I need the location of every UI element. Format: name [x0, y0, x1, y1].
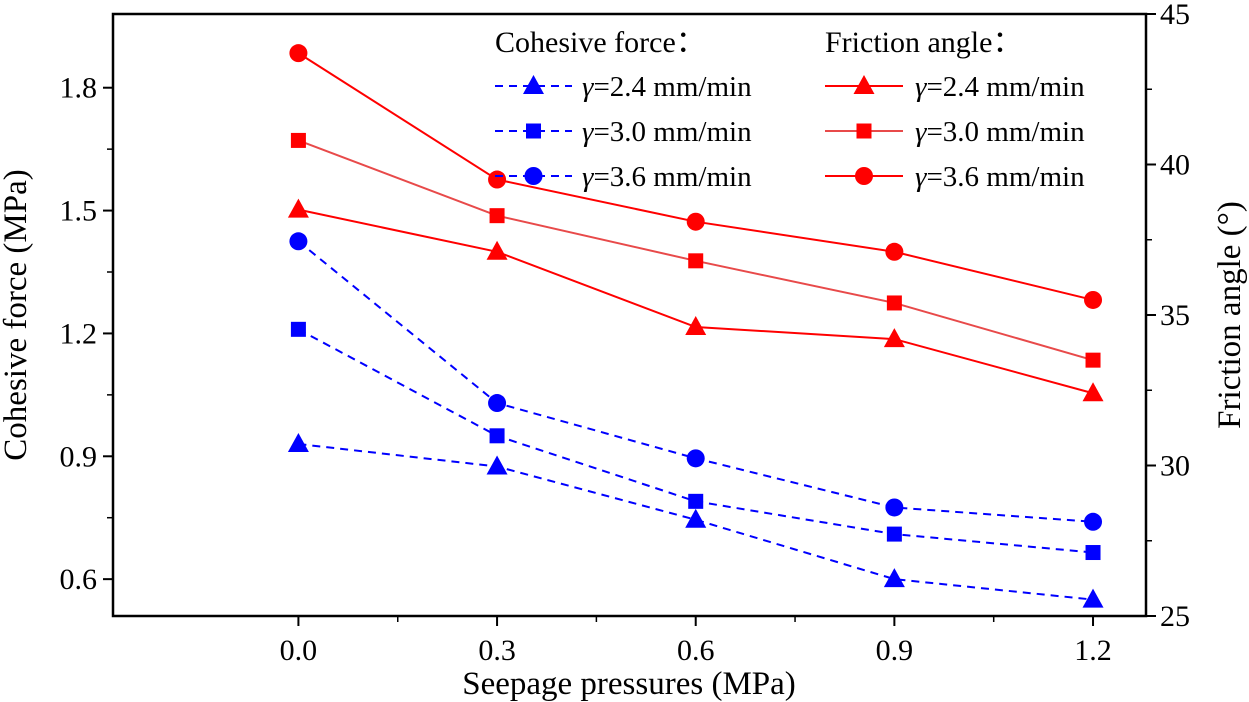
data-point-cohesive-triangle	[1082, 588, 1104, 608]
series-cohesive-square	[290, 321, 1101, 561]
legend-label-text: =3.0 mm/min	[593, 116, 752, 148]
y-right-tick-label: 25	[1160, 600, 1190, 633]
legend-entry-friction-triangle: γ=2.4 mm/min	[825, 71, 1085, 103]
series-cohesive-circle	[289, 232, 1103, 531]
y-left-tick-label: 0.6	[60, 563, 98, 596]
data-point-cohesive-triangle	[883, 568, 905, 588]
legend-entry-cohesive-circle: γ=3.6 mm/min	[495, 161, 752, 193]
data-point-cohesive-triangle	[685, 508, 707, 528]
x-tick-label: 0.9	[876, 634, 914, 667]
legend-gamma-symbol: γ	[582, 71, 595, 103]
y-left-tick-label: 0.9	[60, 440, 98, 473]
data-point-cohesive-square	[290, 321, 306, 337]
legend-gamma-symbol: γ	[915, 116, 928, 148]
legend-title-friction: Friction angle：	[825, 26, 1022, 59]
y-right-tick-label: 45	[1160, 0, 1190, 31]
y-right-tick-label: 40	[1160, 149, 1190, 182]
y-right-axis-title: Friction angle (°)	[1212, 201, 1248, 429]
legend-label: γ=3.6 mm/min	[915, 161, 1085, 193]
legend-marker	[855, 167, 873, 185]
data-point-cohesive-square	[1085, 545, 1101, 561]
y-right-tick-label: 35	[1160, 299, 1190, 332]
legend-gamma-symbol: γ	[582, 116, 595, 148]
data-point-cohesive-circle	[1084, 512, 1103, 531]
series-friction-circle	[289, 44, 1103, 309]
series-layer	[287, 44, 1104, 608]
data-point-cohesive-triangle	[486, 455, 508, 475]
data-point-cohesive-circle	[289, 232, 308, 251]
legend-marker	[526, 123, 541, 139]
data-point-friction-square	[886, 295, 902, 311]
legend-gamma-symbol: γ	[915, 71, 928, 103]
legend-label-text: =3.0 mm/min	[926, 116, 1085, 148]
legend: Cohesive force： Friction angle： γ=2.4 mm…	[495, 26, 1085, 193]
x-tick-label: 0.0	[280, 634, 318, 667]
y-right-tick-label: 30	[1160, 450, 1190, 483]
plot-frame	[111, 12, 1148, 618]
legend-title-cohesive: Cohesive force：	[495, 26, 706, 59]
x-tick-label: 0.6	[677, 634, 715, 667]
legend-entry-friction-square: γ=3.0 mm/min	[825, 116, 1085, 148]
data-point-friction-triangle	[883, 328, 905, 348]
data-point-friction-square	[290, 132, 306, 148]
data-point-cohesive-square	[489, 428, 505, 444]
legend-marker	[523, 75, 544, 94]
legend-gamma-symbol: γ	[915, 161, 928, 193]
legend-label-text: =3.6 mm/min	[593, 161, 752, 193]
data-point-friction-triangle	[287, 198, 309, 218]
tick-marks	[103, 13, 1156, 626]
x-tick-labels: 0.0 0.3 0.6 0.9 1.2	[280, 634, 1112, 667]
data-point-cohesive-circle	[885, 498, 904, 517]
x-axis-title: Seepage pressures (MPa)	[462, 666, 796, 702]
legend-label: γ=3.0 mm/min	[915, 116, 1085, 148]
legend-label-text: =2.4 mm/min	[926, 71, 1085, 103]
data-point-friction-circle	[1084, 290, 1103, 309]
y-left-axis-title: Cohesive force (MPa)	[0, 169, 34, 460]
data-point-friction-square	[1085, 352, 1101, 368]
data-point-friction-triangle	[685, 316, 707, 336]
legend-label-text: =2.4 mm/min	[593, 71, 752, 103]
series-friction-square	[290, 132, 1101, 368]
data-point-cohesive-circle	[488, 394, 507, 413]
data-point-cohesive-triangle	[287, 433, 309, 452]
legend-label: γ=2.4 mm/min	[915, 71, 1085, 103]
x-tick-label: 0.3	[478, 634, 516, 667]
y-left-tick-labels: 0.6 0.9 1.2 1.5 1.8	[60, 72, 98, 596]
data-point-friction-square	[489, 208, 505, 224]
series-line-cohesive-circle	[297, 240, 1094, 523]
y-right-tick-labels: 25 30 35 40 45	[1160, 0, 1190, 633]
legend-entry-cohesive-square: γ=3.0 mm/min	[495, 116, 752, 148]
legend-entry-friction-circle: γ=3.6 mm/min	[825, 161, 1085, 193]
data-point-cohesive-square	[688, 493, 704, 509]
legend-marker	[853, 75, 875, 94]
data-point-cohesive-square	[886, 526, 902, 542]
legend-marker	[524, 167, 543, 185]
legend-label: γ=3.6 mm/min	[582, 161, 752, 193]
series-line-cohesive-triangle	[298, 443, 1094, 601]
series-cohesive-triangle	[287, 433, 1104, 608]
data-point-friction-triangle	[1082, 382, 1104, 402]
data-point-friction-circle	[686, 212, 705, 231]
legend-gamma-symbol: γ	[582, 161, 595, 193]
legend-label-text: =3.6 mm/min	[926, 161, 1085, 193]
legend-label: γ=3.0 mm/min	[582, 116, 752, 148]
data-point-friction-square	[688, 253, 704, 269]
data-point-friction-circle	[289, 44, 308, 63]
y-left-tick-label: 1.2	[60, 317, 98, 350]
legend-marker	[856, 123, 872, 139]
series-friction-triangle	[287, 198, 1104, 402]
y-left-tick-label: 1.8	[60, 72, 98, 105]
data-point-cohesive-circle	[686, 449, 705, 468]
legend-entry-cohesive-triangle: γ=2.4 mm/min	[495, 71, 752, 103]
x-tick-label: 1.2	[1074, 634, 1112, 667]
data-point-friction-triangle	[486, 240, 508, 260]
data-point-friction-circle	[488, 170, 507, 189]
legend-label: γ=2.4 mm/min	[582, 71, 752, 103]
y-left-tick-label: 1.5	[60, 195, 98, 228]
series-line-friction-triangle	[298, 208, 1094, 395]
data-point-friction-circle	[885, 242, 904, 261]
